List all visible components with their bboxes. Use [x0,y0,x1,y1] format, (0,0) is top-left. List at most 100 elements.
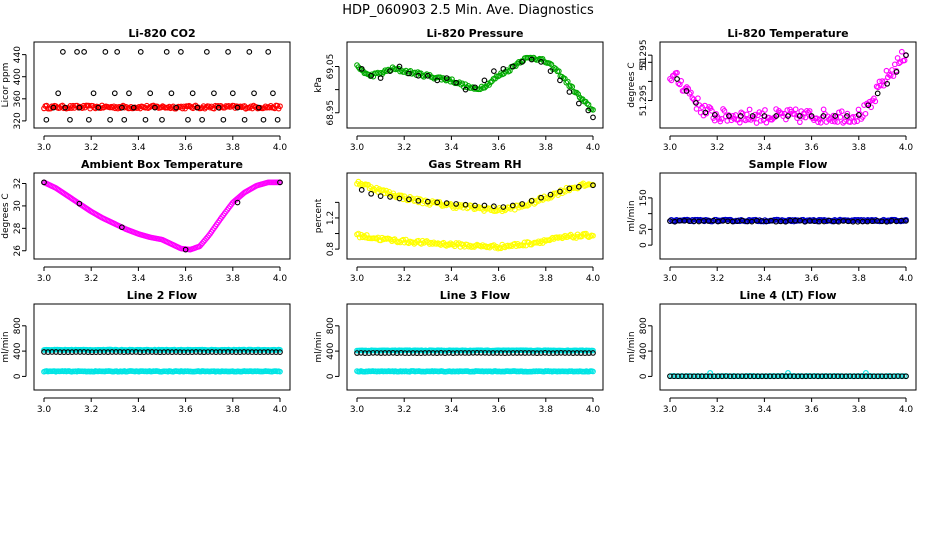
data-point [742,117,749,124]
data-point [443,200,450,206]
data-point [277,179,283,186]
y-tick-label: 150 [639,189,649,206]
data-point [688,373,695,379]
x-tick-label: 3.4 [131,405,146,415]
data-point [387,68,393,74]
plot-area [667,370,909,380]
data-point [695,95,701,102]
data-point [847,373,853,380]
data-point [181,349,187,356]
data-point [194,104,201,111]
data-point [418,350,424,356]
data-point [370,186,377,192]
data-point [737,218,743,225]
data-point [126,90,132,97]
data-point [81,349,87,355]
data-point [548,194,554,201]
chart-panel-2: Li-820 Pressure 3.0 3.2 3.4 3.6 3.8 4.0 68.95 69… [314,27,604,153]
data-point [274,116,281,123]
y-tick-label: 320 [13,112,23,129]
data-point [152,104,158,111]
data-point [550,350,556,356]
x-tick-label: 3.0 [350,274,365,284]
data-point [449,76,455,83]
data-point [354,350,360,356]
data-point [215,104,222,111]
data-point [547,191,554,198]
data-point [519,201,526,207]
data-point [67,116,73,123]
data-point [835,373,841,380]
series-2 [43,49,281,123]
data-point [130,104,137,111]
data-point [237,349,243,355]
data-point [727,373,733,380]
data-point [855,106,862,113]
data-point [844,113,850,119]
data-point [74,49,80,55]
y-tick-label: 51 [639,57,649,68]
y-axis-label: ml/min [314,331,324,362]
data-point [193,349,199,355]
data-point [430,350,436,356]
data-point [406,196,412,203]
data-point [69,349,75,355]
data-point [700,373,707,380]
data-point [889,373,895,380]
data-point [736,119,743,126]
data-point [383,187,390,194]
panel-title: Li-820 Temperature [727,27,848,40]
data-point [667,76,673,82]
data-point [378,350,384,356]
data-point [165,349,171,355]
data-point [241,349,247,355]
data-point [811,373,817,380]
data-point [542,350,548,356]
y-tick-label: 400 [639,342,649,359]
data-point [863,373,869,380]
data-point [482,350,488,356]
data-point [443,75,450,81]
data-point [887,72,894,79]
data-point [76,200,83,207]
plot-frame [346,303,604,391]
x-tick-label: 4.0 [273,274,288,284]
data-point [871,373,877,380]
data-point [462,350,468,356]
data-point [683,84,690,90]
data-point [783,373,789,380]
data-point [119,224,125,231]
panel-title: Line 2 Flow [127,289,197,302]
data-point [569,83,576,90]
y-axis-label: ml/min [1,331,11,362]
data-point [400,236,406,243]
y-tick-label: 68.95 [326,100,336,126]
y-axis-label: percent [314,198,324,233]
data-point [528,197,535,204]
chart-panel-1: Li-820 CO2 3.0 3.2 3.4 3.6 3.8 4.0 320 360 400 440… [1,27,291,153]
series-2 [667,217,909,225]
data-point [896,60,902,67]
data-point [500,204,507,210]
data-point [771,373,777,380]
data-point [816,116,823,123]
y-tick-label: 1.2 [326,211,336,225]
x-tick-label: 3.8 [852,405,867,415]
y-axis-label: kPa [314,77,324,93]
data-point [738,109,745,116]
series-2 [41,368,283,375]
data-point [475,204,482,210]
data-point [562,350,568,356]
data-point [747,373,753,380]
data-point [763,119,770,126]
data-point [368,72,375,79]
data-point [510,350,516,356]
data-point [506,350,512,356]
data-point [203,49,210,55]
x-tick-label: 3.4 [757,405,772,415]
data-point [897,373,903,379]
y-tick-label: 26 [13,245,23,257]
data-point [377,75,384,81]
data-point [706,104,712,110]
data-point [363,232,370,238]
